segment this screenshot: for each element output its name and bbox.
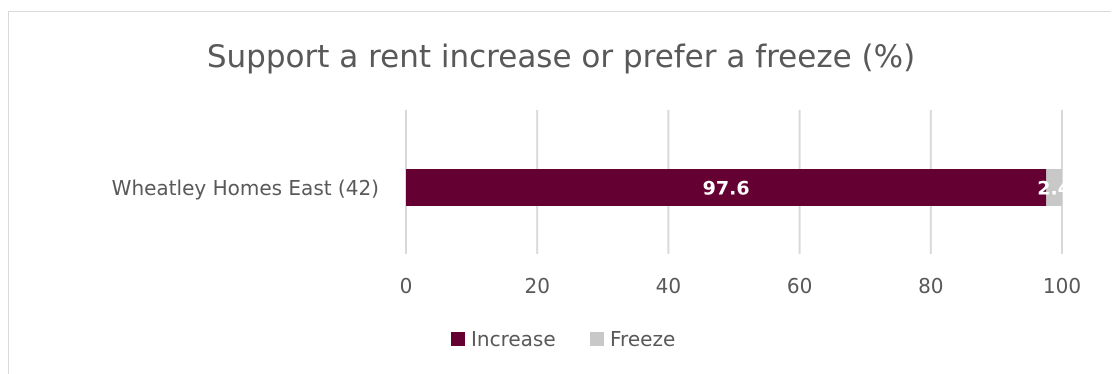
x-tick-label: 80	[918, 274, 943, 298]
data-labels: 97.6 2.4	[703, 178, 1071, 200]
legend-label-increase: Increase	[471, 327, 556, 351]
x-axis-ticks: 0 20 40 60 80 100	[400, 274, 1081, 298]
data-label-freeze: 2.4	[1037, 178, 1071, 200]
chart-title: Support a rent increase or prefer a free…	[207, 39, 915, 75]
x-tick-label: 20	[524, 274, 549, 298]
x-tick-label: 100	[1043, 274, 1081, 298]
category-label: Wheatley Homes East (42)	[112, 176, 379, 200]
x-tick-label: 40	[656, 274, 681, 298]
data-label-increase: 97.6	[703, 178, 750, 200]
bar-freeze	[1046, 169, 1062, 206]
legend-label-freeze: Freeze	[610, 327, 675, 351]
legend-swatch-increase	[451, 332, 465, 346]
bar-increase	[406, 169, 1047, 206]
chart-frame	[8, 11, 1111, 374]
x-tick-label: 60	[787, 274, 812, 298]
legend: Increase Freeze	[451, 327, 675, 351]
x-tick-label: 0	[400, 274, 413, 298]
legend-swatch-freeze	[590, 332, 604, 346]
bars	[406, 169, 1062, 206]
